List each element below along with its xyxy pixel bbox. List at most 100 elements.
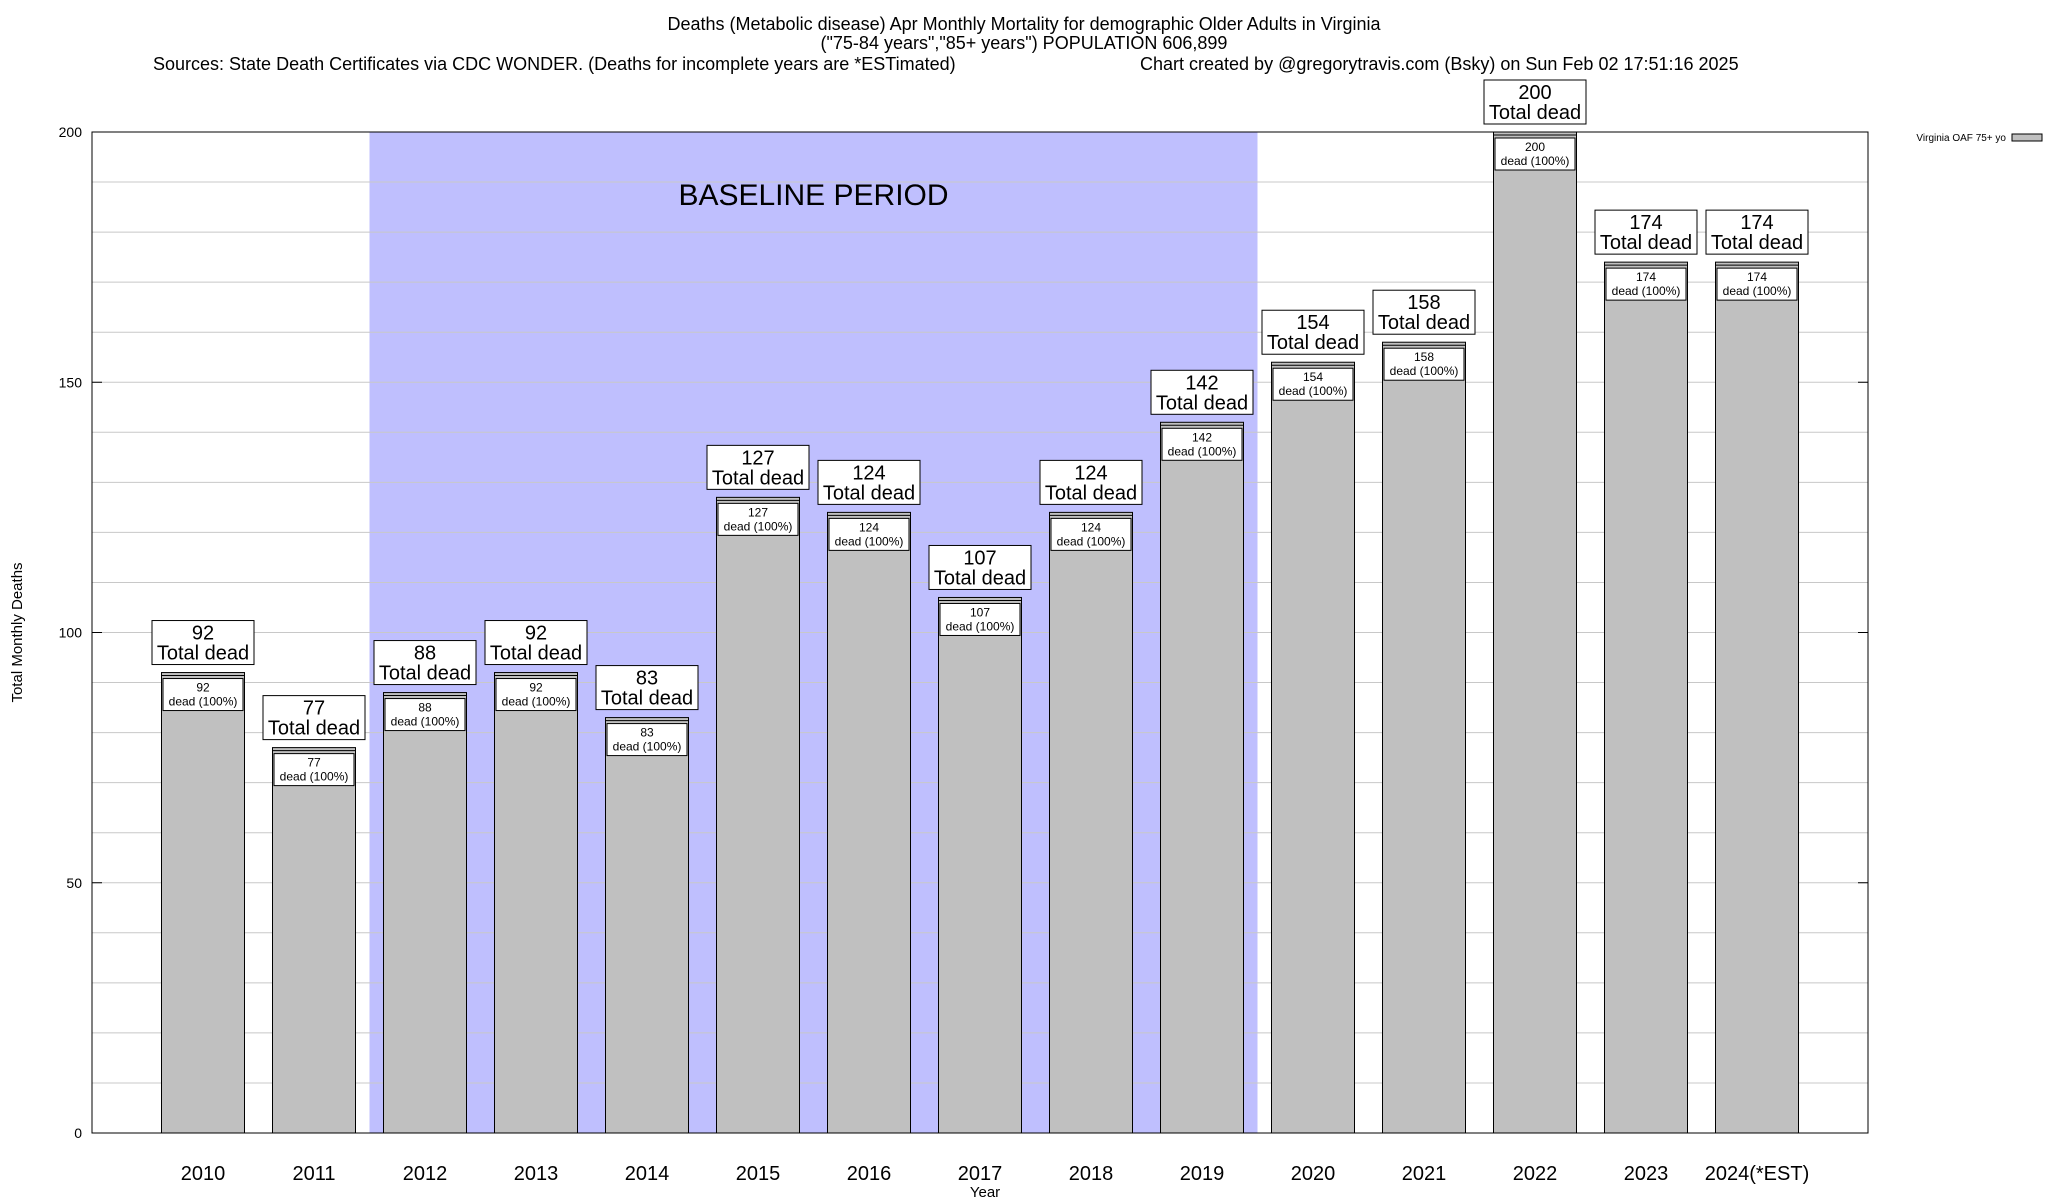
bar xyxy=(1160,421,1244,1134)
bar-inner-label-box xyxy=(1383,347,1465,381)
bar-total-value: 127 xyxy=(741,447,774,469)
bar-total-label: Total dead xyxy=(1267,332,1359,354)
bar-total-label-box xyxy=(1483,79,1587,125)
bar xyxy=(1049,511,1133,1134)
bar-total-label-box xyxy=(1705,209,1809,255)
bar xyxy=(1271,361,1355,1134)
y-tick-label: 150 xyxy=(59,374,83,390)
bar-inner-label-box xyxy=(1605,267,1687,301)
bar-inner-label-box xyxy=(162,678,244,712)
bar-inner-label-box xyxy=(1050,517,1132,551)
bar-total-label: Total dead xyxy=(934,567,1026,589)
bar-inner-label: dead (100%) xyxy=(1168,444,1237,458)
y-tick-label: 100 xyxy=(59,625,83,641)
x-tick-label: 2014 xyxy=(625,1163,670,1185)
bar-inner-label: dead (100%) xyxy=(1057,534,1126,548)
bar-total-label: Total dead xyxy=(1045,482,1137,504)
bar-inner-label-box xyxy=(606,723,688,757)
y-tick-label: 200 xyxy=(59,124,83,140)
bar-total-value: 107 xyxy=(963,547,996,569)
bar-inner-value: 127 xyxy=(748,505,768,519)
bar-inner-label: dead (100%) xyxy=(1723,284,1792,298)
bar-inner-label: dead (100%) xyxy=(835,534,904,548)
bar-total-label-box xyxy=(484,620,588,666)
bar-inner-value: 92 xyxy=(196,681,210,695)
bar-total-label: Total dead xyxy=(379,663,471,685)
bar-inner-label: dead (100%) xyxy=(1390,364,1459,378)
bar-inner-label: dead (100%) xyxy=(169,695,238,709)
bar-total-label-box xyxy=(817,459,921,505)
bar-total-label-box xyxy=(373,640,477,686)
chart-sources: Sources: State Death Certificates via CD… xyxy=(153,54,956,74)
bar-total-value: 200 xyxy=(1518,82,1551,104)
bar-total-value: 124 xyxy=(1074,462,1107,484)
bar-inner-label-box xyxy=(1161,427,1243,461)
bar-total-value: 83 xyxy=(636,668,658,690)
bar-inner-label: dead (100%) xyxy=(724,519,793,533)
plot-frame xyxy=(91,131,1869,1134)
chart-credit: Chart created by @gregorytravis.com (Bsk… xyxy=(1140,54,1739,74)
bar-total-label: Total dead xyxy=(823,482,915,504)
bar-inner-label: dead (100%) xyxy=(1612,284,1681,298)
bar xyxy=(827,511,911,1134)
bar-total-value: 77 xyxy=(303,698,325,720)
legend-swatch xyxy=(2011,133,2043,142)
x-tick-label: 2024(*EST) xyxy=(1705,1163,1810,1185)
bar-inner-label: dead (100%) xyxy=(502,695,571,709)
bar-total-label-box xyxy=(1372,289,1476,335)
bar-total-label: Total dead xyxy=(1489,102,1581,124)
bar xyxy=(716,496,800,1134)
bar-inner-value: 88 xyxy=(418,701,432,715)
bar-total-label: Total dead xyxy=(601,688,693,710)
bar-total-label-box xyxy=(1261,309,1365,355)
legend-label: Virginia OAF 75+ yo xyxy=(1916,133,2006,144)
bar-total-value: 158 xyxy=(1407,292,1440,314)
bar-total-label: Total dead xyxy=(1378,312,1470,334)
bar-inner-label: dead (100%) xyxy=(280,770,349,784)
bar-inner-label: dead (100%) xyxy=(946,619,1015,633)
bar-total-label: Total dead xyxy=(490,643,582,665)
x-tick-label: 2010 xyxy=(181,1163,226,1185)
x-tick-label: 2020 xyxy=(1291,1163,1336,1185)
bar-inner-value: 92 xyxy=(529,681,543,695)
bar-total-label-box xyxy=(151,620,255,666)
bar-inner-label-box xyxy=(1494,137,1576,171)
bar xyxy=(1604,261,1688,1134)
bar-total-label-box xyxy=(262,695,366,741)
x-tick-label: 2012 xyxy=(403,1163,448,1185)
x-tick-label: 2011 xyxy=(292,1163,335,1185)
y-axis-title: Total Monthly Deaths xyxy=(9,562,26,702)
bar-total-label-box xyxy=(1594,209,1698,255)
bar-total-label-box xyxy=(706,444,810,490)
bar xyxy=(494,672,578,1134)
bar-total-value: 88 xyxy=(414,643,436,665)
bar-inner-label-box xyxy=(384,698,466,732)
bar-inner-label-box xyxy=(273,753,355,787)
x-tick-label: 2019 xyxy=(1180,1163,1225,1185)
bar-inner-value: 107 xyxy=(970,605,990,619)
bar-inner-value: 142 xyxy=(1192,430,1212,444)
bar-inner-label-box xyxy=(828,517,910,551)
bar-inner-value: 124 xyxy=(859,520,879,534)
chart-title-line2: ("75-84 years","85+ years") POPULATION 6… xyxy=(820,33,1228,53)
x-tick-label: 2016 xyxy=(847,1163,892,1185)
bar-inner-value: 174 xyxy=(1636,270,1656,284)
bar-total-value: 174 xyxy=(1629,212,1662,234)
bar xyxy=(161,672,245,1134)
bar-inner-value: 158 xyxy=(1414,350,1434,364)
bar-inner-label: dead (100%) xyxy=(391,715,460,729)
bar-total-label: Total dead xyxy=(268,718,360,740)
bar-inner-label-box xyxy=(717,502,799,536)
bar-inner-value: 174 xyxy=(1747,270,1767,284)
x-tick-label: 2023 xyxy=(1624,1163,1669,1185)
bar-inner-label-box xyxy=(939,602,1021,636)
bar xyxy=(1382,341,1466,1134)
bar xyxy=(383,692,467,1134)
bar-total-label: Total dead xyxy=(1600,232,1692,254)
y-tick-label: 0 xyxy=(74,1125,82,1141)
bar xyxy=(1715,261,1799,1134)
chart-title-line1: Deaths (Metabolic disease) Apr Monthly M… xyxy=(667,14,1381,34)
bar-total-value: 124 xyxy=(852,462,885,484)
bar-inner-value: 77 xyxy=(307,756,321,770)
